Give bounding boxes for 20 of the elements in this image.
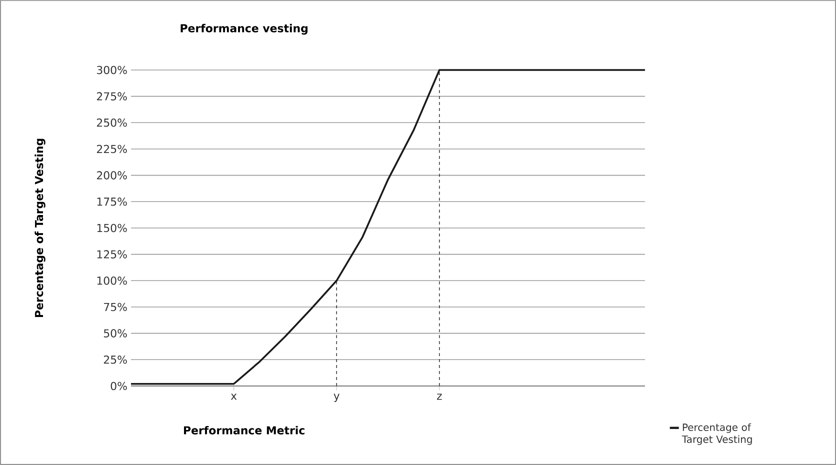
x-tick-label: y — [334, 394, 340, 402]
y-tick-label: 175% — [97, 198, 127, 206]
y-tick-label: 225% — [96, 144, 127, 154]
x-tick-label: z — [437, 394, 442, 400]
chart-title: Performance vesting — [180, 24, 308, 35]
y-tick-label: 75% — [104, 302, 127, 312]
x-tick-label: x — [230, 394, 237, 400]
legend-label: Percentage of Target Vesting — [682, 423, 752, 445]
y-tick-label: 275% — [96, 92, 127, 100]
y-tick-label: 25% — [104, 356, 127, 364]
x-axis-title: Performance Metric — [184, 426, 304, 434]
y-tick-label: 50% — [104, 329, 127, 338]
y-tick-label: 0% — [110, 382, 127, 390]
y-tick-label: 125% — [97, 250, 127, 258]
y-tick-label: 200% — [96, 171, 127, 180]
y-tick-label: 150% — [97, 224, 127, 232]
y-tick-label: 300% — [96, 66, 127, 74]
y-axis-title: Percentage of Target Vesting — [34, 138, 46, 318]
y-tick-label: 250% — [96, 118, 127, 127]
y-tick-label: 100% — [97, 276, 127, 285]
